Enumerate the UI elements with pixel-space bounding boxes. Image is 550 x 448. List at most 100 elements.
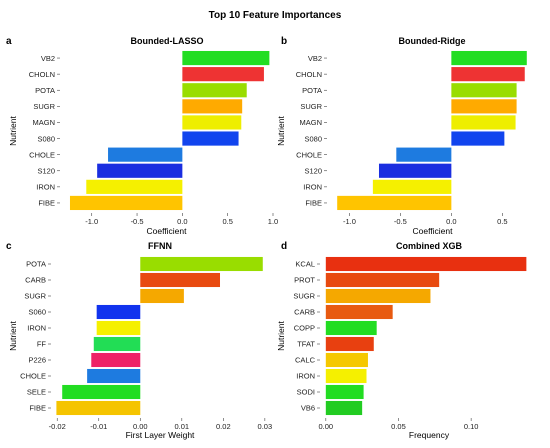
bar-vb6: [325, 400, 363, 416]
x-axis-label: First Layer Weight: [126, 430, 195, 440]
bar-chole: [108, 147, 183, 162]
panel-title: FFNN: [148, 241, 172, 251]
x-tick-label: -1.0: [85, 217, 98, 226]
x-tick-label: 0.5: [222, 217, 232, 226]
bar-fibe: [69, 195, 183, 211]
panel-title: Bounded-Ridge: [399, 36, 466, 46]
y-axis-label: Nutrient: [276, 115, 286, 145]
y-tick-label: SUGR: [293, 292, 315, 301]
bar-pota: [182, 83, 247, 98]
y-tick-label: CHOLN: [29, 70, 55, 79]
y-tick-label: POTA: [302, 86, 322, 95]
y-tick-label: S120: [304, 166, 322, 175]
y-tick-label: SUGR: [300, 102, 322, 111]
y-tick-label: PROT: [294, 276, 315, 285]
bar-sugr: [140, 288, 184, 304]
y-axis-label: Nutrient: [8, 115, 18, 145]
bar-s060: [96, 304, 141, 320]
bar-tfat: [325, 336, 374, 352]
bar-vb2: [451, 50, 527, 66]
y-tick-label: SUGR: [24, 292, 46, 301]
x-tick-label: -0.02: [49, 422, 66, 431]
bar-sele: [62, 384, 141, 400]
bar-ff: [93, 336, 141, 352]
y-tick-label: P226: [28, 356, 46, 365]
y-tick-label: FF: [37, 340, 47, 349]
y-tick-label: VB6: [301, 404, 315, 413]
bar-choln: [182, 67, 264, 82]
y-tick-label: MAGN: [300, 118, 323, 127]
bar-calc: [325, 352, 368, 368]
y-tick-label: COPP: [294, 324, 315, 333]
bar-chole: [87, 368, 141, 384]
figure-title: Top 10 Feature Importances: [209, 10, 342, 21]
x-tick-label: 0.00: [319, 422, 334, 431]
y-tick-label: SUGR: [33, 102, 55, 111]
y-tick-label: IRON: [27, 324, 46, 333]
x-tick-label: -0.5: [394, 217, 407, 226]
bar-iron: [86, 179, 183, 194]
y-tick-label: CHOLE: [20, 372, 46, 381]
y-tick-label: IRON: [303, 183, 322, 192]
panel-b: b Bounded-Ridge VB2 CHOLN POTA SUGR MAGN S080 CH…: [276, 36, 527, 236]
y-tick-label: S080: [37, 134, 55, 143]
bar-sugr: [182, 99, 243, 114]
x-tick-label: 0.0: [446, 217, 456, 226]
y-tick-label: CHOLE: [296, 150, 322, 159]
bar-s120: [97, 163, 183, 178]
panel-title: Bounded-LASSO: [131, 36, 204, 46]
bar-iron: [325, 368, 367, 384]
bar-fibe: [56, 400, 141, 416]
panel-letter: d: [281, 241, 287, 252]
bar-magn: [451, 115, 516, 130]
panel-c: c FFNN POTA CARB SUGR S060 IRON FF P226 CHOLE SELE…: [6, 241, 272, 440]
y-tick-label: MAGN: [33, 118, 56, 127]
panel-d: d Combined XGB KCAL PROT SUGR CARB COPP TFAT CAL…: [276, 241, 527, 440]
bar-sodi: [325, 384, 364, 400]
bar-chole: [396, 147, 452, 162]
x-tick-label: 0.00: [133, 422, 148, 431]
bar-copp: [325, 320, 377, 336]
bar-pota: [451, 83, 517, 98]
bar-iron: [96, 320, 141, 336]
y-axis-label: Nutrient: [276, 320, 286, 350]
y-tick-label: POTA: [26, 260, 46, 269]
x-tick-label: 0.01: [174, 422, 189, 431]
y-tick-label: CHOLN: [296, 70, 322, 79]
bar-fibe: [337, 195, 452, 211]
y-tick-label: KCAL: [295, 260, 315, 269]
bar-choln: [451, 67, 525, 82]
bar-sugr: [325, 288, 431, 304]
bar-sugr: [451, 99, 517, 114]
bar-iron: [372, 179, 452, 194]
panel-a: a Bounded-LASSO VB2 CHOLN POTA SUGR MAGN S080 CH…: [6, 36, 278, 236]
panel-letter: a: [6, 36, 12, 47]
x-axis-label: Frequency: [409, 430, 450, 440]
panel-title: Combined XGB: [396, 241, 463, 251]
x-axis-label: Coefficient: [412, 226, 453, 236]
y-axis-label: Nutrient: [8, 320, 18, 350]
y-tick-label: VB2: [308, 54, 322, 63]
y-tick-label: SODI: [297, 388, 315, 397]
x-tick-label: 0.02: [216, 422, 231, 431]
bar-s080: [182, 131, 239, 146]
y-tick-label: FIBE: [29, 404, 46, 413]
y-tick-label: IRON: [36, 183, 55, 192]
bar-carb: [325, 304, 393, 320]
bar-magn: [182, 115, 242, 130]
y-tick-label: VB2: [41, 54, 55, 63]
y-tick-label: FIBE: [305, 199, 322, 208]
bar-prot: [325, 272, 440, 288]
y-tick-label: S120: [37, 166, 55, 175]
x-tick-label: 0.03: [258, 422, 273, 431]
bar-p226: [91, 352, 141, 368]
bar-vb2: [182, 50, 270, 66]
panels: a Bounded-LASSO VB2 CHOLN POTA SUGR MAGN S080 CH…: [6, 36, 527, 440]
y-tick-label: CHOLE: [29, 150, 55, 159]
x-tick-label: -1.0: [343, 217, 356, 226]
y-tick-label: IRON: [296, 372, 315, 381]
y-tick-label: TFAT: [297, 340, 315, 349]
panel-letter: c: [6, 241, 12, 252]
y-tick-label: POTA: [35, 86, 55, 95]
